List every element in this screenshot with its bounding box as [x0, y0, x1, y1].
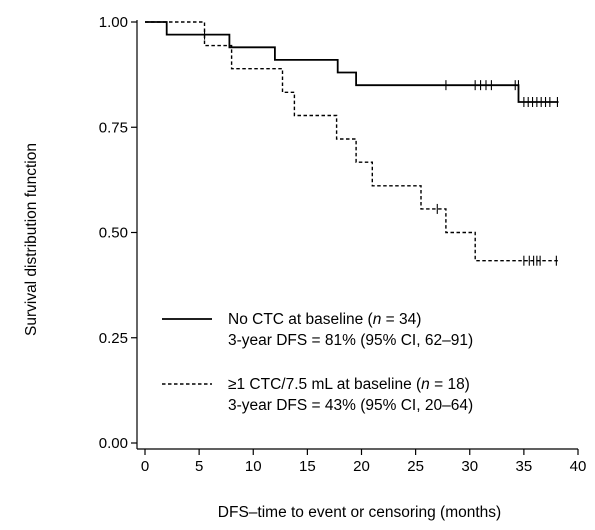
- plot-area: [145, 21, 559, 266]
- axes: 0 5 10 15 20 25 30 35 40 0.00 0.25 0.50 0.75 1.00: [99, 14, 587, 475]
- x-tick-label-2: 10: [245, 458, 262, 475]
- x-tick-label-4: 20: [353, 458, 370, 475]
- y-axis-title: Survival distribution function: [23, 143, 40, 336]
- legend-summary-0: 3-year DFS = 81% (95% CI, 62–91): [228, 332, 473, 349]
- x-tick-label-3: 15: [299, 458, 316, 475]
- legend-label-0: No CTC at baseline (n = 34): [228, 311, 421, 328]
- y-tick-label-3: 0.75: [99, 119, 128, 136]
- x-tick-label-8: 40: [570, 458, 587, 475]
- y-tick-label-2: 0.50: [99, 225, 128, 242]
- x-tick-label-1: 5: [195, 458, 203, 475]
- y-tick-label-4: 1.00: [99, 14, 128, 31]
- x-tick-label-0: 0: [141, 458, 149, 475]
- x-tick-label-6: 30: [461, 458, 478, 475]
- x-tick-label-5: 25: [407, 458, 424, 475]
- x-axis-title: DFS–time to event or censoring (months): [218, 504, 501, 521]
- legend-summary-1: 3-year DFS = 43% (95% CI, 20–64): [228, 397, 473, 414]
- x-tick-label-7: 35: [516, 458, 533, 475]
- y-tick-label-0: 0.00: [99, 435, 128, 452]
- series-0-line: [145, 21, 559, 103]
- series-1-line: [145, 21, 559, 262]
- y-tick-label-1: 0.25: [99, 330, 128, 347]
- legend-label-1: ≥1 CTC/7.5 mL at baseline (n = 18): [228, 376, 470, 393]
- legend: No CTC at baseline (n = 34) 3-year DFS = …: [162, 311, 473, 414]
